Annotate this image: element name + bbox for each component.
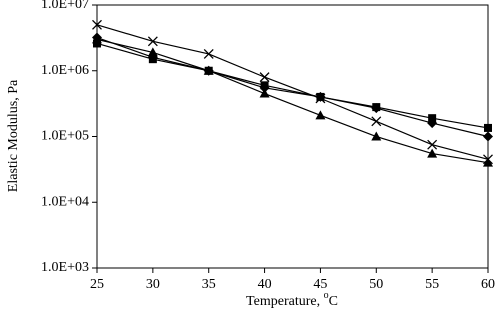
marker-diamond — [315, 91, 326, 102]
y-tick-label: 1.0E+05 — [41, 129, 89, 144]
series-line — [96, 36, 489, 138]
marker-triangle — [315, 110, 326, 120]
marker-x — [203, 49, 214, 59]
series-line — [96, 42, 489, 129]
marker-x — [92, 19, 102, 30]
marker-square — [93, 39, 101, 48]
marker-x — [259, 72, 270, 83]
y-tick-label: 1.0E+06 — [41, 63, 89, 78]
marker-triangle — [147, 47, 158, 57]
marker-square — [484, 123, 492, 132]
x-axis-label: Temperature, oC — [246, 290, 338, 309]
marker-triangle — [427, 148, 438, 158]
x-tick-label: 30 — [146, 277, 160, 292]
x-tick-label: 40 — [258, 277, 272, 292]
x-axis-label-text: Temperature, — [246, 294, 324, 309]
x-axis-label-superscript: o — [324, 290, 329, 301]
marker-diamond — [483, 131, 493, 142]
series-line — [96, 38, 489, 164]
x-tick-label: 50 — [369, 277, 383, 292]
x-tick-label: 55 — [425, 277, 439, 292]
x-tick-label: 60 — [481, 277, 495, 292]
y-tick-label: 1.0E+04 — [41, 194, 89, 209]
x-tick-label: 35 — [202, 277, 216, 292]
marker-diamond — [427, 118, 438, 129]
marker-triangle — [371, 131, 382, 141]
marker-triangle — [483, 157, 493, 167]
marker-diamond — [259, 82, 270, 93]
marker-x — [427, 139, 438, 150]
y-axis-label: Elastic Modulus, Pa — [6, 79, 21, 192]
marker-triangle — [203, 65, 214, 75]
marker-triangle — [259, 88, 270, 98]
x-axis-label-unit: C — [329, 294, 338, 309]
marker-x — [371, 116, 382, 127]
x-tick-label: 45 — [313, 277, 327, 292]
y-tick-label: 1.0E+03 — [41, 260, 89, 275]
marker-x — [147, 36, 158, 47]
x-tick-label: 25 — [90, 277, 104, 292]
series-line — [96, 24, 489, 160]
marker-diamond — [371, 103, 382, 114]
y-tick-label: 1.0E+07 — [41, 0, 89, 12]
marker-triangle — [92, 34, 102, 44]
